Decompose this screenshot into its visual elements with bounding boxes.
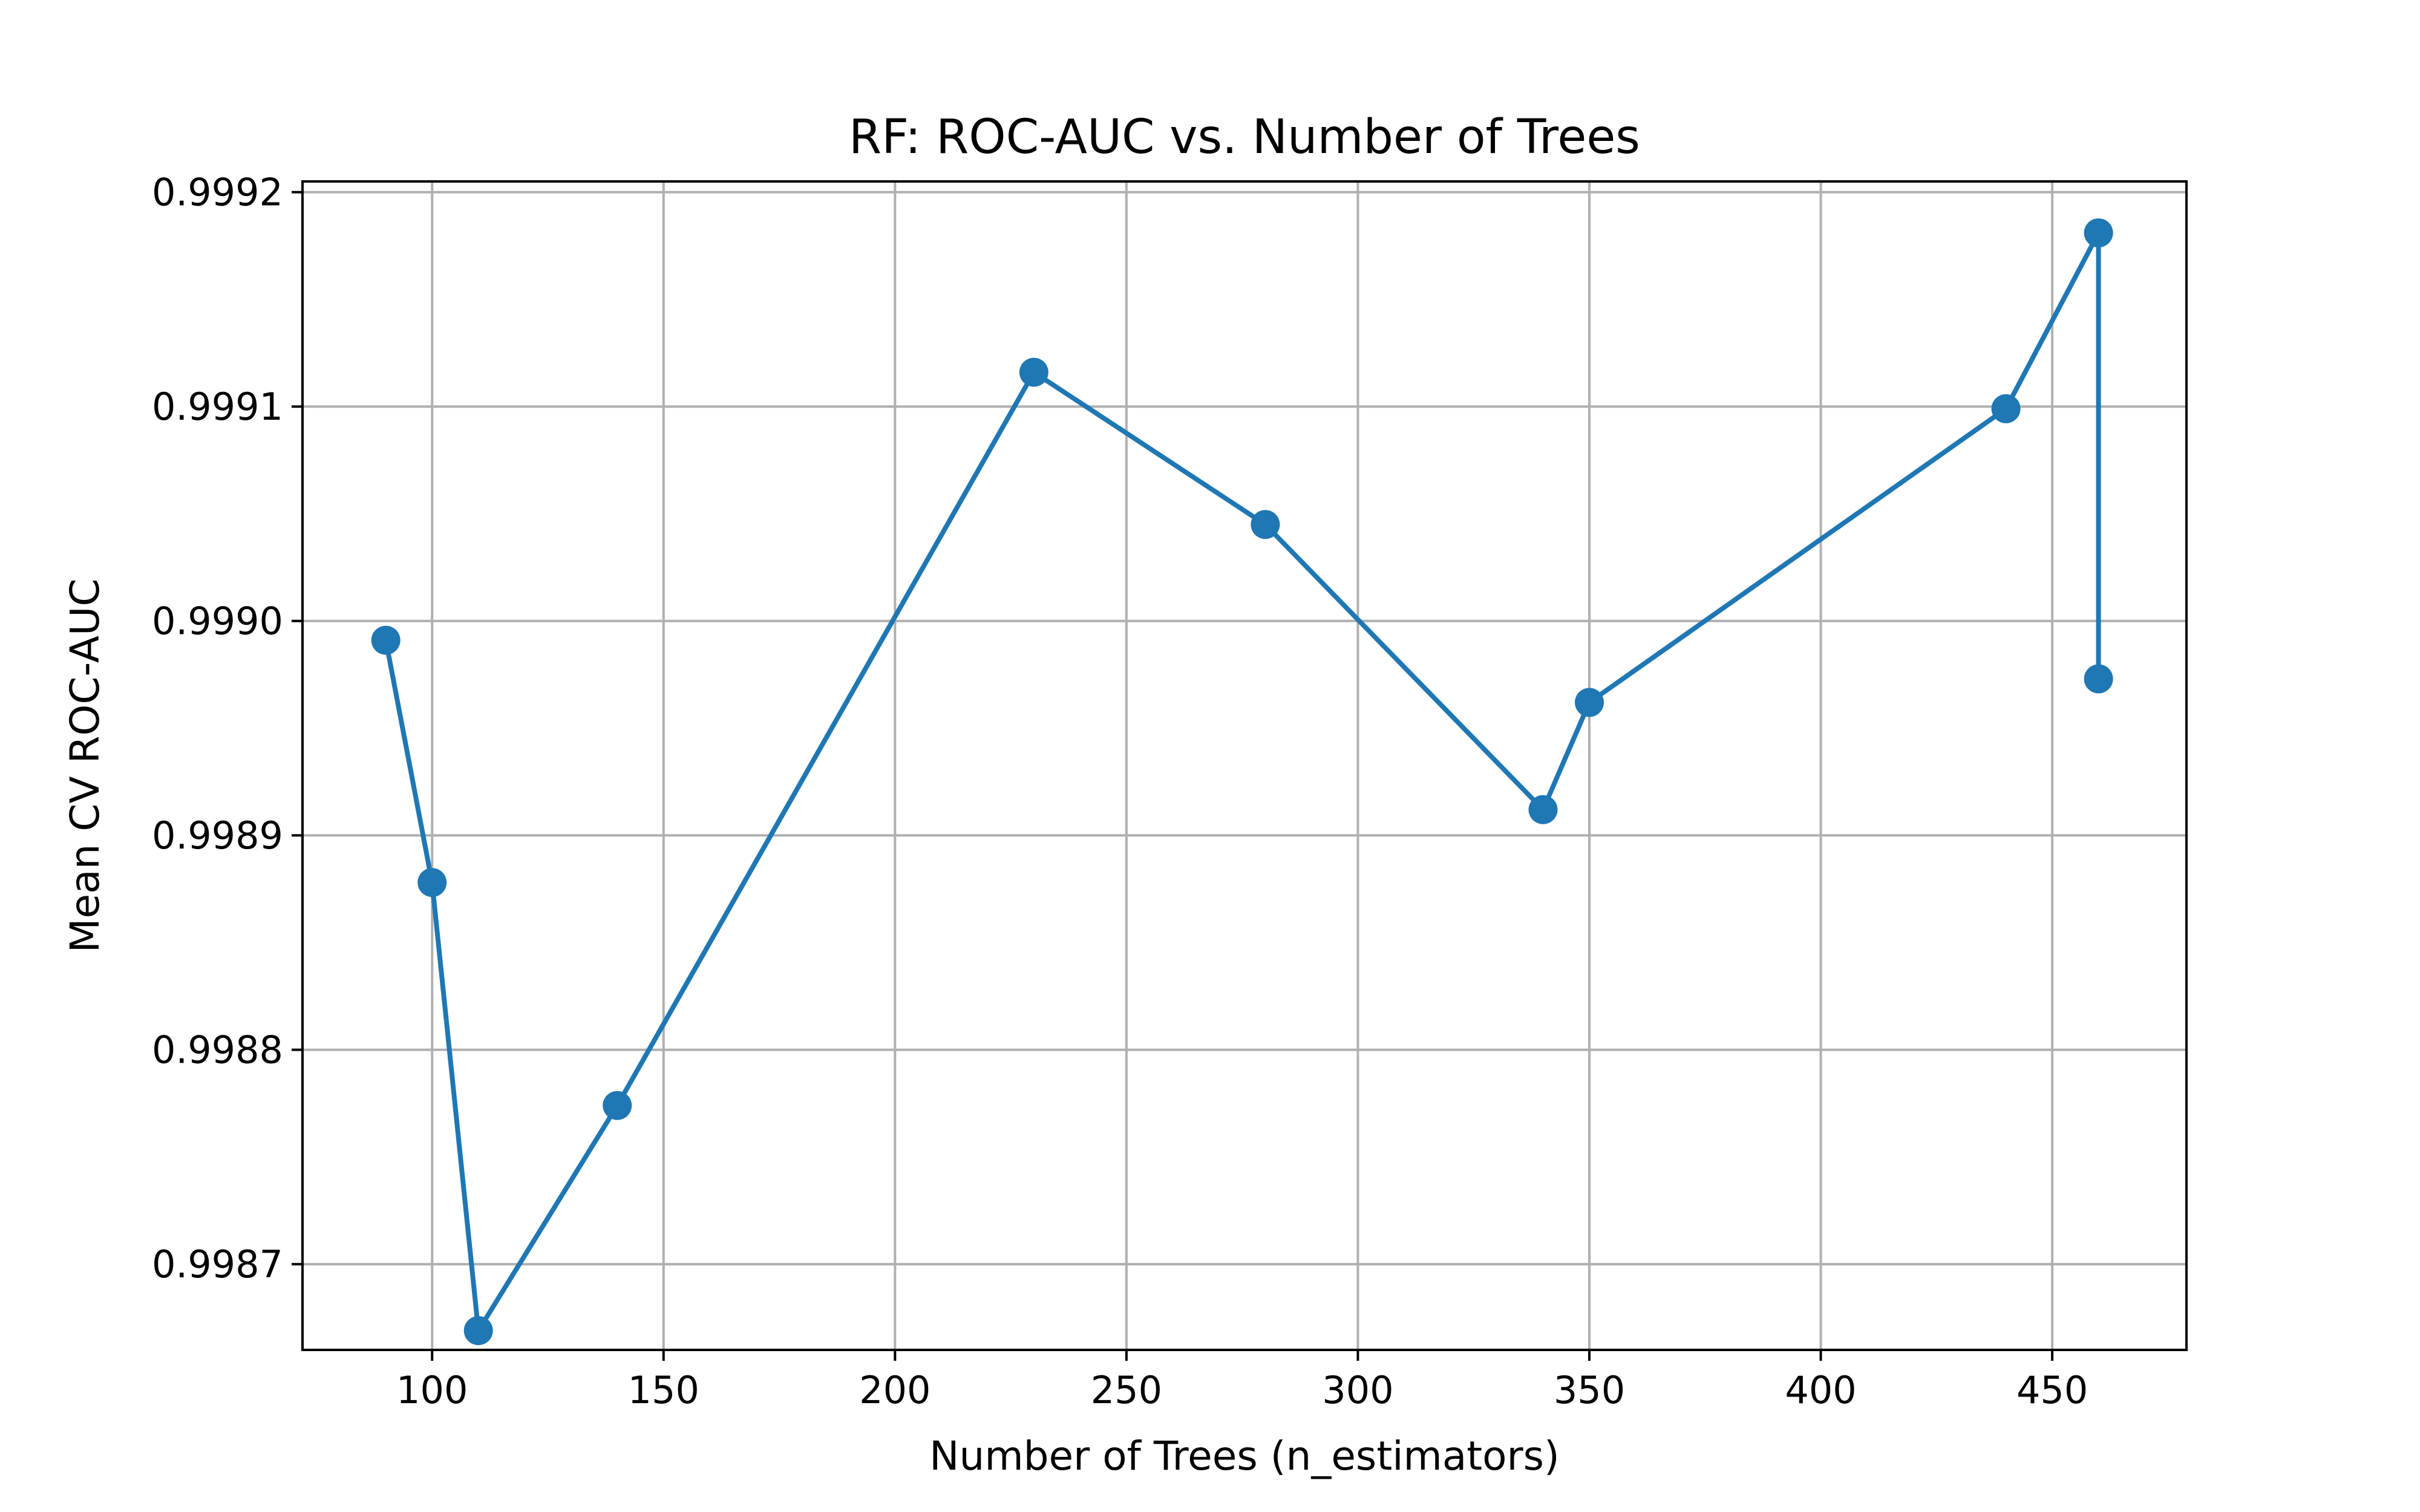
data-point	[463, 1316, 493, 1346]
x-tick-label: 300	[1322, 1368, 1393, 1412]
y-axis-ticks: 0.9987 0.9988 0.9989 0.9990 0.9991 0.9992	[152, 171, 302, 1286]
y-axis-label: Mean CV ROC-AUC	[62, 579, 108, 953]
y-tick-label: 0.9990	[152, 599, 283, 644]
x-tick-label: 200	[859, 1368, 930, 1412]
x-axis-ticks: 100 150 200 250 300 350 400 450	[396, 1350, 2088, 1412]
data-point	[603, 1090, 632, 1120]
x-tick-label: 150	[628, 1368, 699, 1412]
data-point	[371, 625, 401, 655]
x-tick-label: 350	[1554, 1368, 1625, 1412]
x-tick-label: 450	[2016, 1368, 2088, 1412]
y-tick-label: 0.9988	[152, 1028, 283, 1072]
x-tick-label: 100	[396, 1368, 468, 1412]
y-tick-label: 0.9989	[152, 813, 283, 858]
data-point	[1019, 357, 1048, 387]
data-point	[1575, 688, 1604, 717]
x-tick-label: 400	[1785, 1368, 1856, 1412]
x-axis-label: Number of Trees (n_estimators)	[929, 1433, 1560, 1479]
data-point	[1991, 394, 2021, 423]
plot-frame	[301, 180, 2188, 1351]
y-tick-label: 0.9991	[152, 385, 283, 429]
data-point	[1251, 510, 1280, 539]
x-tick-label: 250	[1091, 1368, 1162, 1412]
grid-lines	[302, 181, 2186, 1350]
data-series	[371, 218, 2113, 1346]
chart-title: RF: ROC-AUC vs. Number of Trees	[849, 110, 1640, 165]
data-point	[2084, 664, 2113, 694]
y-tick-label: 0.9992	[152, 171, 283, 215]
y-tick-label: 0.9987	[152, 1242, 283, 1286]
data-point	[1528, 795, 1558, 824]
data-point	[2084, 218, 2113, 248]
data-point	[417, 868, 447, 898]
